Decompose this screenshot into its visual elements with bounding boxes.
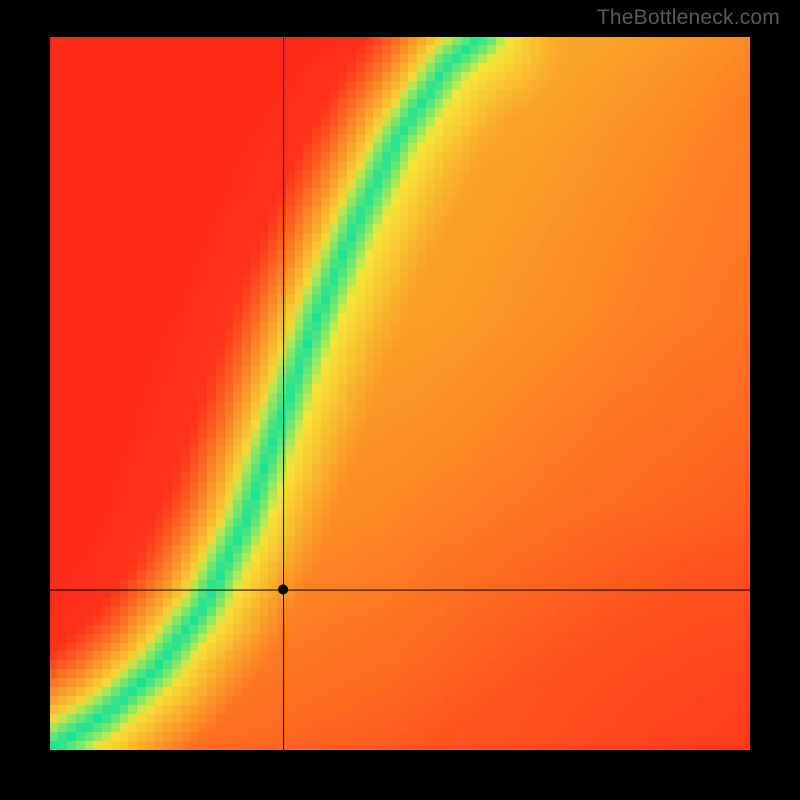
chart-container: TheBottleneck.com — [0, 0, 800, 800]
attribution-text: TheBottleneck.com — [597, 6, 780, 30]
heatmap-plot — [50, 37, 750, 750]
